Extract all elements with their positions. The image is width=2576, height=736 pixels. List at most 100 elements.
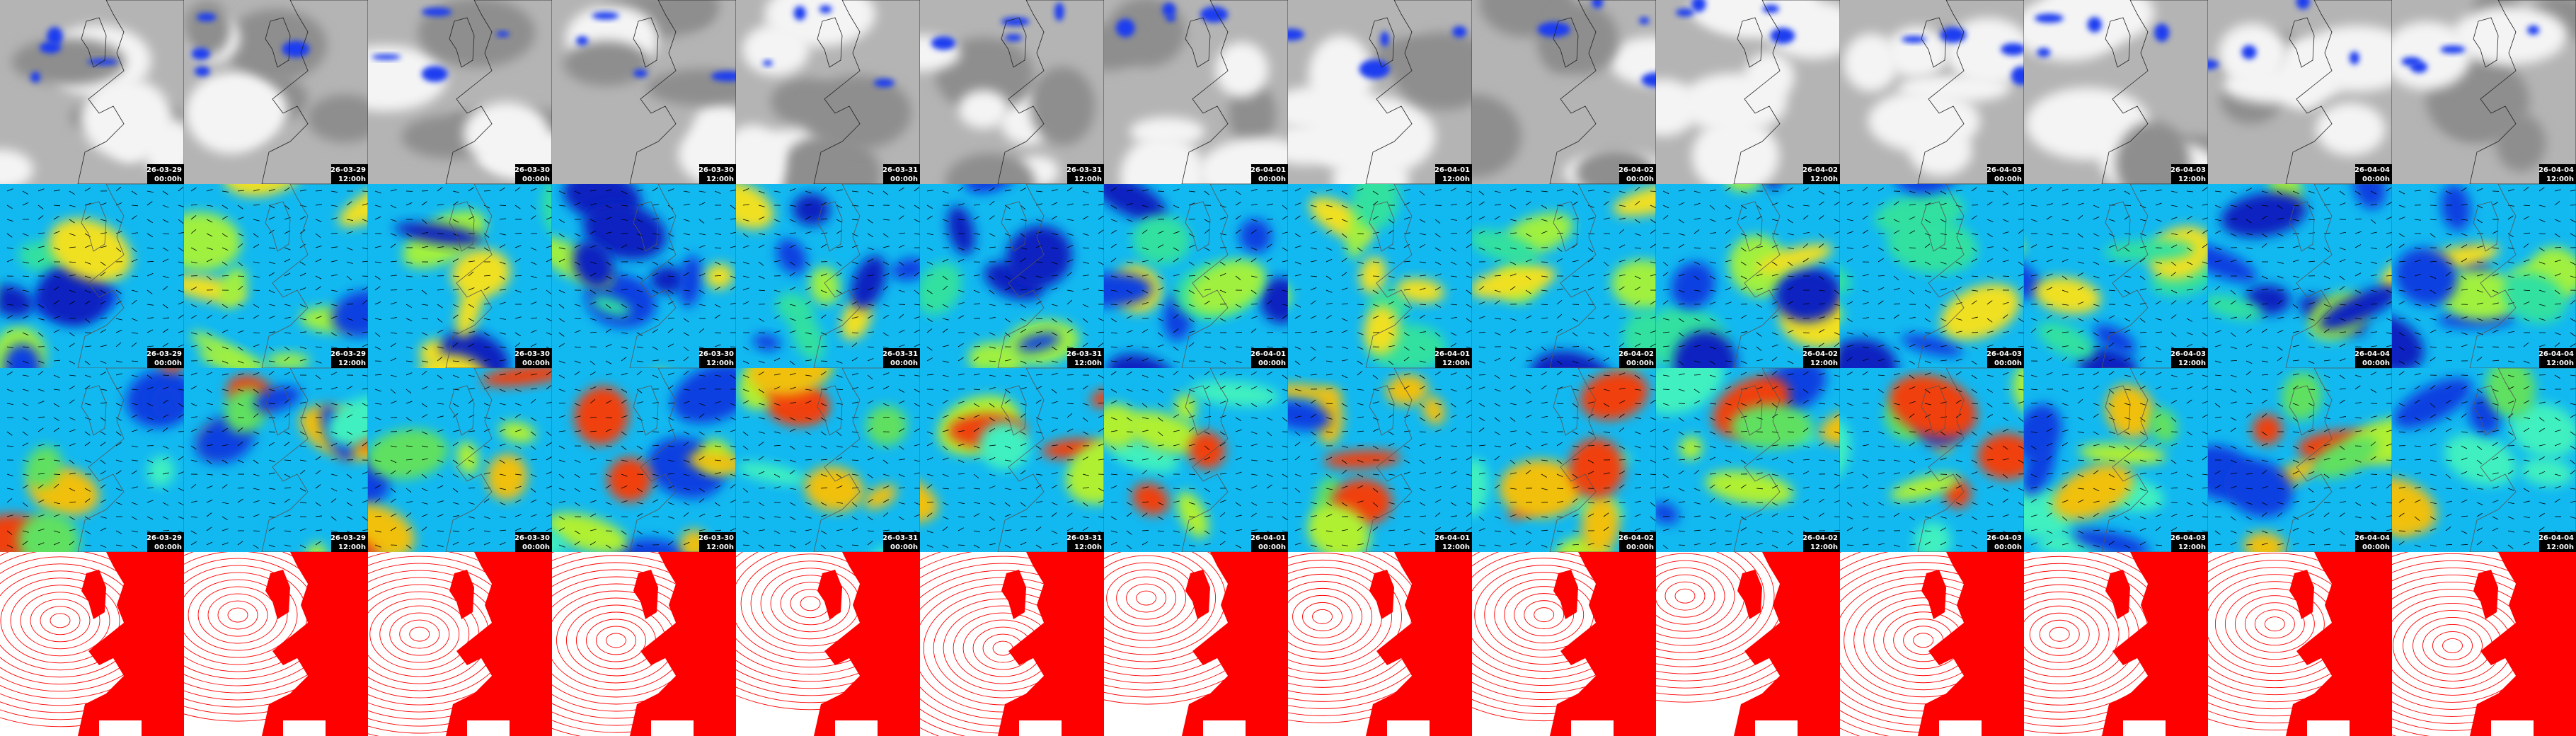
wind-arrow xyxy=(2214,403,2221,408)
wind-arrow xyxy=(2323,428,2330,432)
wind-arrow xyxy=(468,304,474,308)
coastline xyxy=(77,0,184,184)
coastline xyxy=(817,201,843,252)
wind-arrow xyxy=(1510,286,1516,291)
precip xyxy=(819,5,832,13)
label-box xyxy=(515,532,552,552)
wind-arrow xyxy=(1709,498,1715,503)
wind-arrow xyxy=(914,428,920,432)
wind-arrow xyxy=(2261,459,2268,462)
wind-arrow xyxy=(1310,473,1317,475)
wind-arrow xyxy=(1709,456,1716,461)
wind-arrow xyxy=(667,233,674,237)
wind-arrow xyxy=(115,470,122,475)
wind-arrow xyxy=(1940,330,1947,333)
wind-arrow xyxy=(1173,389,1180,391)
wind-arrow xyxy=(758,442,764,447)
wind-arrow xyxy=(1818,329,1825,333)
wind-arrow xyxy=(652,247,659,250)
wind-arrow xyxy=(1678,459,1685,461)
date-label: 26-04-01 xyxy=(1434,166,1470,174)
wind-arrow xyxy=(253,500,260,503)
wind-arrow xyxy=(2186,399,2192,404)
wind-arrow xyxy=(1051,472,1058,475)
isobar xyxy=(2024,598,2110,670)
wind-arrow xyxy=(2386,216,2392,220)
wind-arrow xyxy=(1020,360,1027,364)
wind-arrow xyxy=(2214,374,2221,376)
wind-arrow xyxy=(2046,304,2053,306)
wind-arrow xyxy=(1955,514,1962,517)
wind-field xyxy=(2252,414,2282,445)
time-label: 00:00h xyxy=(1258,360,1286,367)
wind-arrow xyxy=(1419,233,1426,236)
wind-arrow xyxy=(330,458,338,461)
wind-arrow xyxy=(774,315,781,319)
wind-arrow xyxy=(299,431,306,435)
wind-arrow xyxy=(1650,486,1656,489)
cloud xyxy=(368,45,447,112)
wind-arrow xyxy=(1541,529,1548,531)
wind-field xyxy=(1887,217,1978,274)
wind-arrow xyxy=(1878,318,1885,320)
wind-arrow xyxy=(390,459,397,464)
wind-arrow xyxy=(483,233,490,238)
wind-arrow xyxy=(958,401,965,404)
coastline xyxy=(1185,385,1211,436)
wind-field xyxy=(2224,459,2294,517)
wind-arrow xyxy=(851,275,858,280)
wind-arrow xyxy=(546,205,552,209)
wind-arrow xyxy=(1035,261,1043,263)
wind-arrow xyxy=(1893,459,1900,462)
wind-arrow xyxy=(1862,245,1869,248)
wind-field xyxy=(2208,241,2258,283)
wind-arrow xyxy=(1126,417,1132,422)
wind-arrow xyxy=(1878,188,1885,192)
wind-arrow xyxy=(1510,219,1517,222)
wind-arrow xyxy=(1834,431,1840,434)
wind-arrow xyxy=(362,374,368,376)
wind-arrow xyxy=(530,431,536,436)
wind-arrow xyxy=(1846,389,1853,391)
wind-arrow xyxy=(1419,190,1425,195)
time-label: 12:00h xyxy=(706,360,734,367)
wind-arrow xyxy=(2018,389,2024,391)
wind-arrow xyxy=(2108,233,2115,237)
wind-arrow xyxy=(1341,247,1348,250)
wind-arrow xyxy=(621,190,628,195)
isobar xyxy=(2208,552,2392,724)
wind-arrow xyxy=(330,246,338,248)
wind-arrow xyxy=(574,261,581,265)
wind-arrow xyxy=(1173,314,1179,319)
wind-arrow xyxy=(437,304,443,309)
wind-arrow xyxy=(2170,289,2178,294)
wind-arrow xyxy=(1310,414,1316,418)
wind-arrow xyxy=(1834,389,1840,391)
wind-arrow xyxy=(2046,372,2053,376)
map-cell xyxy=(920,552,1104,736)
coastline xyxy=(817,17,843,68)
wind-arrow xyxy=(2124,247,2130,252)
wind-arrow xyxy=(6,258,13,263)
wind-arrow xyxy=(1756,246,1763,248)
wind-arrow xyxy=(1219,217,1226,220)
wind-arrow xyxy=(468,287,475,291)
wind-arrow xyxy=(1678,373,1685,376)
wind-arrow xyxy=(898,289,905,293)
wind-arrow xyxy=(1110,243,1117,248)
wind-arrow xyxy=(1266,300,1272,305)
wind-arrow xyxy=(1035,244,1042,248)
wind-arrow xyxy=(926,233,933,236)
wind-arrow xyxy=(284,258,291,263)
wind-arrow xyxy=(1846,372,1853,376)
wind-arrow xyxy=(1051,189,1058,192)
time-label: 00:00h xyxy=(890,176,918,183)
wind-arrow xyxy=(483,498,490,503)
wind-arrow xyxy=(742,233,749,238)
wind-arrow xyxy=(1341,272,1347,277)
wind-arrow xyxy=(53,205,60,207)
